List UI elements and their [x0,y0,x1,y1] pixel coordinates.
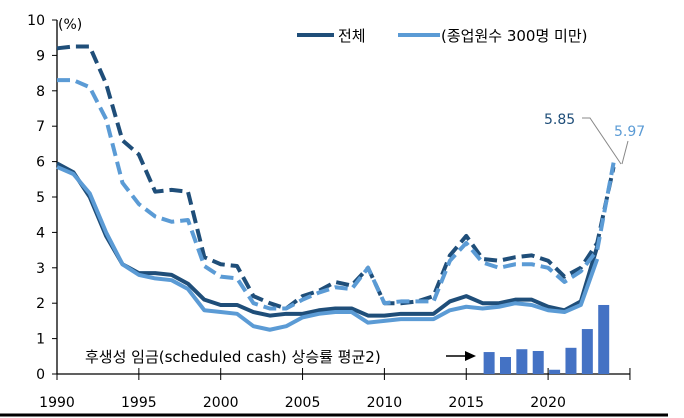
legend: 전체 (종업원수 300명 미만) [297,27,587,45]
x-tick-label: 2005 [285,395,321,411]
x-tick-label: 2010 [367,395,403,411]
y-tick-label: 4 [36,225,45,241]
bar [565,347,577,374]
annotation-label: 5.97 [614,124,645,140]
annotation-5.85: 5.85 [544,112,622,165]
x-tick-label: 2020 [530,395,566,411]
y-tick-label: 8 [36,84,45,100]
bar [483,352,495,374]
bar [499,357,511,374]
solid-series-line [56,165,600,332]
bar [516,349,528,374]
x-tick-label: 2000 [203,395,239,411]
annotation-label: 5.85 [544,112,575,128]
arrow-icon [446,351,476,361]
y-tick-label: 1 [36,332,45,348]
bar-series-label: 후생성 임금(scheduled cash) 상승률 평균2) [85,348,381,366]
y-tick-label: 0 [36,367,45,383]
y-tick-label: 10 [27,13,45,29]
y-tick-label: 2 [36,296,45,312]
annotation-5.97: 5.97 [614,124,645,165]
y-tick-label: 7 [36,119,45,135]
bar [598,304,610,374]
dashed-series-line [57,78,616,311]
y-axis-unit: (%) [58,17,82,33]
y-tick-label: 6 [36,155,45,171]
x-tick-label: 1995 [121,395,157,411]
y-tick-label: 3 [36,261,45,277]
y-tick-label: 9 [36,48,45,64]
solid-series-line [56,161,600,318]
x-tick-label: 2015 [448,395,484,411]
x-tick-label: 1990 [39,395,75,411]
legend-label-small-firms: (종업원수 300명 미만) [441,27,587,45]
bar [581,329,593,374]
legend-label-total: 전체 [338,27,366,45]
bar [549,369,561,374]
y-tick-label: 5 [36,190,45,206]
dashed-series-line [56,44,616,311]
bar [532,350,544,374]
